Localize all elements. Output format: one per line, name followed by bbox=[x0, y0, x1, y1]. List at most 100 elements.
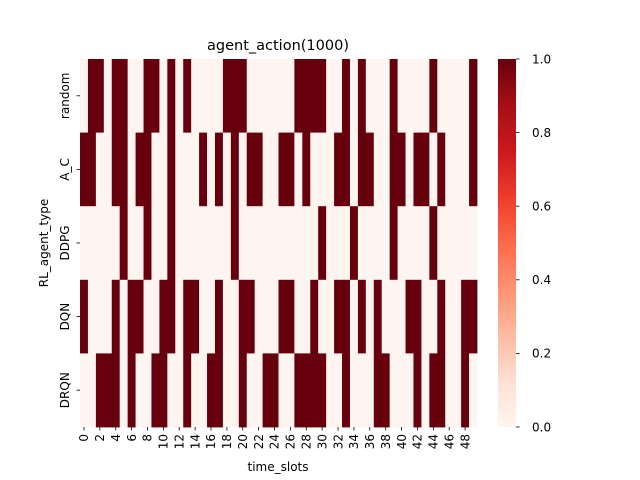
heatmap-cell bbox=[342, 59, 351, 133]
x-tick-label: 28 bbox=[299, 434, 313, 449]
heatmap-cell bbox=[222, 206, 232, 281]
heatmap-cell bbox=[389, 353, 398, 428]
heatmap-cell bbox=[199, 206, 208, 281]
heatmap-cell bbox=[199, 353, 208, 428]
heatmap-cell bbox=[326, 353, 335, 428]
heatmap-cell bbox=[469, 132, 478, 207]
heatmap-cell bbox=[318, 353, 327, 428]
heatmap-cell bbox=[357, 279, 367, 354]
heatmap-cell bbox=[111, 132, 121, 207]
x-tick-label: 0 bbox=[77, 434, 91, 442]
heatmap-cell bbox=[207, 206, 216, 281]
heatmap-cell bbox=[413, 59, 422, 133]
heatmap-cell bbox=[95, 132, 105, 207]
heatmap-cell bbox=[230, 279, 240, 354]
colorbar-gradient bbox=[498, 59, 516, 427]
heatmap-cell bbox=[437, 279, 446, 354]
heatmap-cell bbox=[421, 279, 430, 354]
heatmap-cell bbox=[159, 132, 168, 207]
heatmap-cell bbox=[167, 59, 176, 133]
heatmap-cell bbox=[302, 59, 311, 133]
heatmap-cell bbox=[246, 59, 256, 133]
chart-title: agent_action(1000) bbox=[207, 38, 349, 54]
heatmap-cell bbox=[199, 59, 208, 133]
heatmap-cell bbox=[254, 353, 264, 428]
heatmap-cell bbox=[397, 353, 406, 428]
colorbar-tick-label: 0.8 bbox=[532, 126, 551, 140]
heatmap-cell bbox=[397, 206, 406, 281]
heatmap-cell bbox=[119, 59, 129, 133]
heatmap-cell bbox=[167, 206, 176, 281]
heatmap-cell bbox=[342, 353, 351, 428]
heatmap-cell bbox=[151, 279, 160, 354]
heatmap-cell bbox=[469, 206, 478, 281]
heatmap-cell bbox=[127, 132, 136, 207]
heatmap-cell bbox=[349, 206, 359, 281]
x-tick-label: 8 bbox=[141, 434, 155, 442]
heatmap-cell bbox=[421, 353, 430, 428]
heatmap-cell bbox=[302, 206, 311, 281]
heatmap-cell bbox=[318, 206, 327, 281]
heatmap-cell bbox=[453, 279, 462, 354]
heatmap-cell bbox=[349, 132, 359, 207]
heatmap-cell bbox=[373, 353, 383, 428]
heatmap-cell bbox=[103, 132, 113, 207]
heatmap-cell bbox=[238, 353, 248, 428]
heatmap-cell bbox=[143, 132, 152, 207]
x-tick-label: 40 bbox=[395, 434, 409, 449]
heatmap-cell bbox=[357, 206, 367, 281]
heatmap-cell bbox=[238, 132, 248, 207]
heatmap-cell bbox=[238, 279, 248, 354]
heatmap-cell bbox=[214, 132, 224, 207]
heatmap-cell bbox=[254, 206, 264, 281]
heatmap-cell bbox=[119, 132, 129, 207]
colorbar-tick-label: 0.4 bbox=[532, 273, 551, 287]
heatmap-cell bbox=[342, 132, 351, 207]
heatmap-cell bbox=[437, 132, 446, 207]
heatmap-cell bbox=[437, 353, 446, 428]
heatmap-cell bbox=[365, 353, 375, 428]
heatmap-cell bbox=[270, 279, 279, 354]
heatmap-cell bbox=[294, 279, 303, 354]
heatmap-cell bbox=[167, 279, 176, 354]
x-tick-label: 6 bbox=[125, 434, 139, 442]
heatmap-cell bbox=[405, 353, 414, 428]
heatmap-cell bbox=[183, 353, 192, 428]
heatmap-cell bbox=[111, 59, 121, 133]
heatmap-cell bbox=[135, 206, 144, 281]
heatmap-cell bbox=[381, 206, 391, 281]
heatmap-cell bbox=[175, 132, 184, 207]
heatmap-cell bbox=[357, 353, 367, 428]
heatmap-cell bbox=[191, 132, 200, 207]
y-tick-label: random bbox=[58, 73, 72, 120]
heatmap-cell bbox=[238, 206, 248, 281]
colorbar-ticks: 0.0 0.2 0.4 0.6 0.8 1.0 bbox=[516, 52, 551, 434]
heatmap-cell bbox=[111, 279, 121, 354]
heatmap-cell bbox=[103, 59, 113, 133]
heatmap-cell bbox=[318, 132, 327, 207]
heatmap-cell bbox=[286, 206, 295, 281]
heatmap-cell bbox=[445, 59, 454, 133]
y-tick-label: A_C bbox=[58, 158, 72, 181]
heatmap-cell bbox=[246, 279, 256, 354]
heatmap-cell bbox=[207, 353, 216, 428]
heatmap-cell bbox=[127, 279, 136, 354]
heatmap-cell bbox=[318, 279, 327, 354]
heatmap-cell bbox=[413, 353, 422, 428]
heatmap-cell bbox=[175, 206, 184, 281]
heatmap-cell bbox=[230, 206, 240, 281]
heatmap-cell bbox=[159, 279, 168, 354]
heatmap-cell bbox=[461, 59, 470, 133]
heatmap-cell bbox=[278, 206, 287, 281]
x-tick-label: 10 bbox=[157, 434, 171, 449]
y-tick-label: DRQN bbox=[58, 372, 72, 408]
heatmap-cell bbox=[429, 206, 438, 281]
x-tick-label: 46 bbox=[442, 434, 456, 449]
heatmap-cell bbox=[191, 353, 200, 428]
heatmap-cell bbox=[159, 59, 168, 133]
heatmap-cell bbox=[246, 353, 256, 428]
heatmap-cell bbox=[349, 279, 359, 354]
heatmap-cell bbox=[183, 59, 192, 133]
heatmap-cell bbox=[95, 279, 105, 354]
